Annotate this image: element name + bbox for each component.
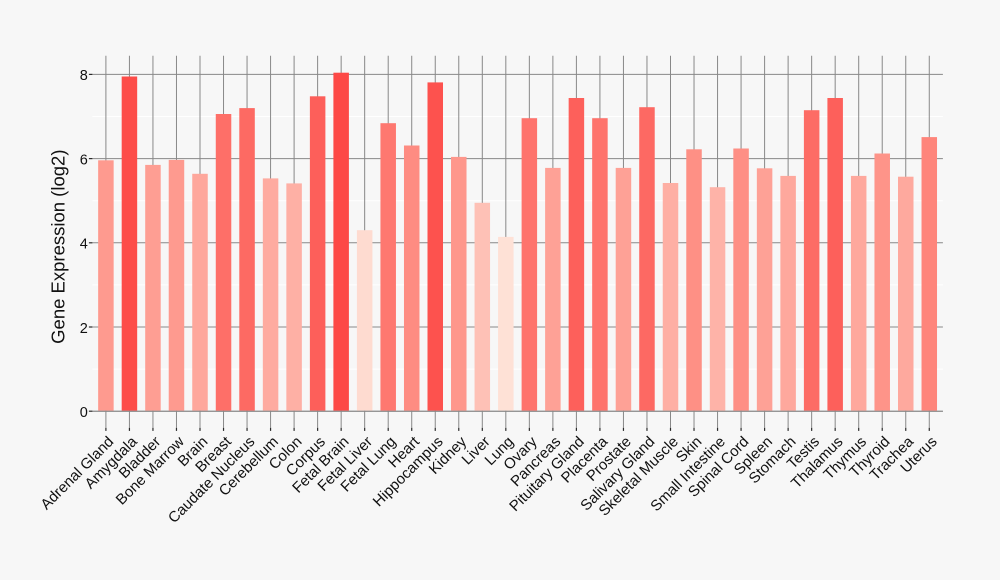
svg-text:6: 6 (80, 152, 88, 168)
svg-text:0: 0 (80, 405, 88, 421)
svg-text:8: 8 (80, 68, 88, 84)
svg-text:2: 2 (80, 321, 88, 337)
svg-text:4: 4 (80, 237, 88, 253)
svg-text:Gene Expression (log2): Gene Expression (log2) (47, 150, 68, 344)
